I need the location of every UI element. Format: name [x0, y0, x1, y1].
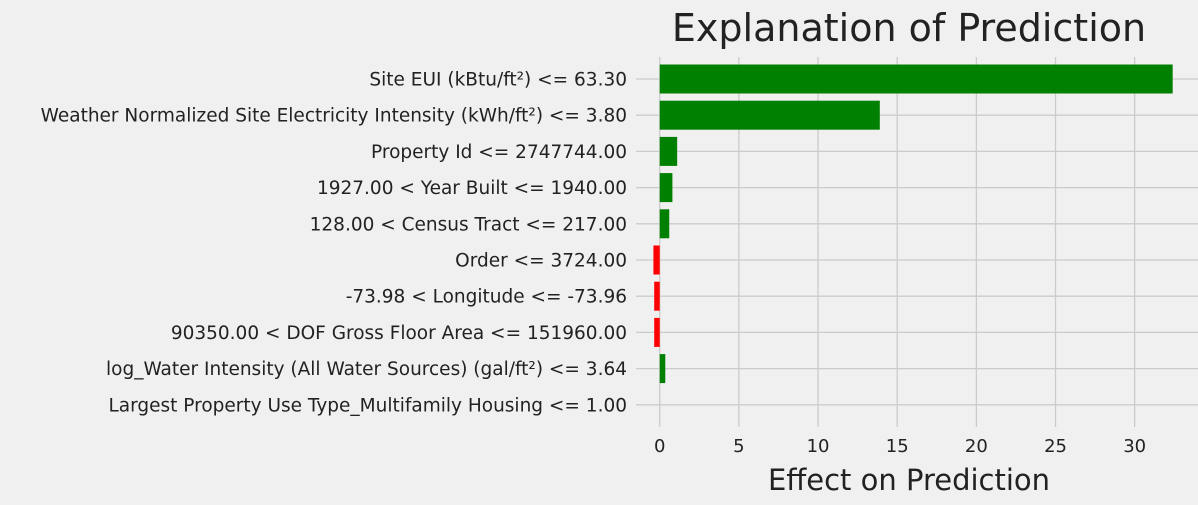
x-tick-label: 20 [965, 436, 988, 457]
y-tick-label: 1927.00 < Year Built <= 1940.00 [317, 178, 627, 199]
x-tick-label: 10 [807, 436, 830, 457]
bar [659, 354, 666, 384]
bar [654, 281, 660, 311]
x-axis-label: Effect on Prediction [768, 463, 1050, 497]
y-tick-label: 128.00 < Census Tract <= 217.00 [310, 214, 627, 235]
y-tick-label: -73.98 < Longitude <= -73.96 [346, 287, 627, 308]
bar [659, 136, 678, 166]
x-tick-label: 0 [654, 436, 665, 457]
y-tick-label: log_Water Intensity (All Water Sources) … [106, 359, 627, 380]
y-tick-label: Largest Property Use Type_Multifamily Ho… [108, 395, 627, 416]
y-tick-label: Order <= 3724.00 [455, 251, 627, 272]
x-tick-label: 15 [886, 436, 909, 457]
x-tick-label: 25 [1044, 436, 1067, 457]
bar [653, 245, 660, 275]
x-tick-labels: 0 5 10 15 20 25 30 [654, 436, 1146, 457]
y-tick-label: Weather Normalized Site Electricity Inte… [41, 106, 627, 127]
bar-layer [653, 64, 1173, 384]
y-tick-labels: Site EUI (kBtu/ft²) <= 63.30 Weather Norm… [41, 70, 627, 417]
bar [659, 100, 880, 130]
x-tick-label: 30 [1123, 436, 1146, 457]
bar [659, 209, 670, 239]
y-tick-label: Site EUI (kBtu/ft²) <= 63.30 [369, 70, 627, 91]
chart-title: Explanation of Prediction [672, 6, 1146, 50]
bar [659, 173, 673, 203]
y-tick-label: Property Id <= 2747744.00 [371, 142, 627, 163]
x-tick-label: 5 [733, 436, 744, 457]
bar [659, 64, 1173, 94]
y-tick-label: 90350.00 < DOF Gross Floor Area <= 15196… [171, 323, 627, 344]
bar [654, 317, 660, 347]
